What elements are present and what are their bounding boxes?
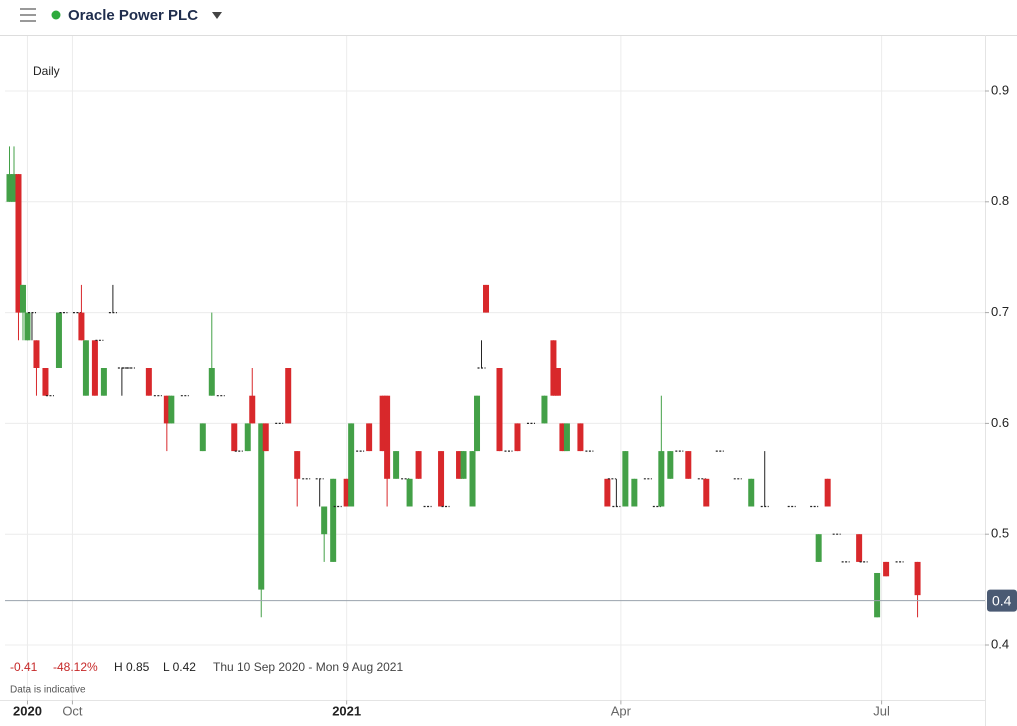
low: L 0.42 [163,660,196,674]
date-range: Thu 10 Sep 2020 - Mon 9 Aug 2021 [213,660,403,674]
interval-label: Daily [33,64,60,78]
high: H 0.85 [114,660,150,674]
y-tick-label: 0.4 [991,636,1009,651]
candle-body [883,561,890,577]
x-tick-label: Apr [611,703,632,718]
x-tick-label: 2020 [13,703,42,718]
instrument-title[interactable]: Oracle Power PLC [68,7,198,24]
y-tick-label: 0.9 [991,82,1009,97]
menu-icon[interactable] [20,8,36,22]
candle-body [748,478,755,507]
dropdown-caret[interactable] [212,12,222,19]
candle-body [199,423,206,452]
candle-body [815,534,822,562]
candle-body [667,451,674,479]
stats: -0.41 -48.12% H 0.85 L 0.42 Thu 10 Sep 2… [10,660,403,695]
candle-body [415,451,422,479]
candle-body [42,368,49,396]
candle-body [91,340,98,396]
change: -0.41 [10,660,38,674]
candle-body [208,368,215,396]
candle-body [393,451,400,479]
candle-body [604,478,611,507]
candle-body [554,368,561,396]
candle-body [258,423,265,590]
x-tick-label: 2021 [332,703,361,718]
candle-body [577,423,584,452]
candle-body [168,395,175,424]
last-price-box [987,589,1017,612]
candle-body [366,423,373,452]
candle-body [24,312,31,341]
candle-body [658,451,665,507]
candle-body [249,395,256,424]
candle-body [496,368,503,452]
note: Data is indicative [10,685,86,696]
y-tick-label: 0.7 [991,304,1009,319]
x-tick-label: Oct [62,703,83,718]
candle-body [343,478,350,507]
status-dot [51,10,61,20]
candle-body [559,423,566,452]
candle-body [321,506,328,535]
candle-body [483,284,490,313]
candle-body [15,174,22,313]
candle-body [914,561,921,596]
candle-body [262,423,269,452]
last-price-label: 0.4 [992,592,1012,608]
candle-body [294,451,301,479]
candle-body [285,368,292,424]
candle-body [379,395,386,452]
y-tick-label: 0.8 [991,193,1009,208]
y-tick-label: 0.6 [991,415,1009,430]
candle-body [82,340,89,396]
candle-body [384,395,391,479]
candle-body [631,478,638,507]
candle-body [6,174,13,202]
candle-body [469,451,476,507]
candle-body [824,478,831,507]
candle-body [406,478,413,507]
x-tick-label: Jul [873,703,890,718]
candle-body [78,312,85,341]
candle-body [685,451,692,479]
candle-body [456,451,463,479]
candle-body [563,423,570,452]
candle-body [10,174,17,202]
candle-body [33,340,40,368]
candle-body [330,478,337,562]
candle-body [541,395,548,424]
candle-body [438,451,445,507]
candle-body [474,395,481,452]
candle-body [163,395,170,424]
candle-body [19,284,26,313]
change-pct: -48.12% [53,660,98,674]
candle-body [622,451,629,507]
candle-body [55,312,62,368]
candle-body [550,340,557,396]
candle-body [856,534,863,562]
candle-body [244,423,251,452]
y-tick-label: 0.5 [991,526,1009,541]
candle-body [460,451,467,479]
candle-body [145,368,152,396]
candle-body [348,423,355,507]
candle-body [703,478,710,507]
candle-body [874,572,881,618]
candle-body [231,423,238,452]
candle-body [100,368,107,396]
candle-body [514,423,521,452]
